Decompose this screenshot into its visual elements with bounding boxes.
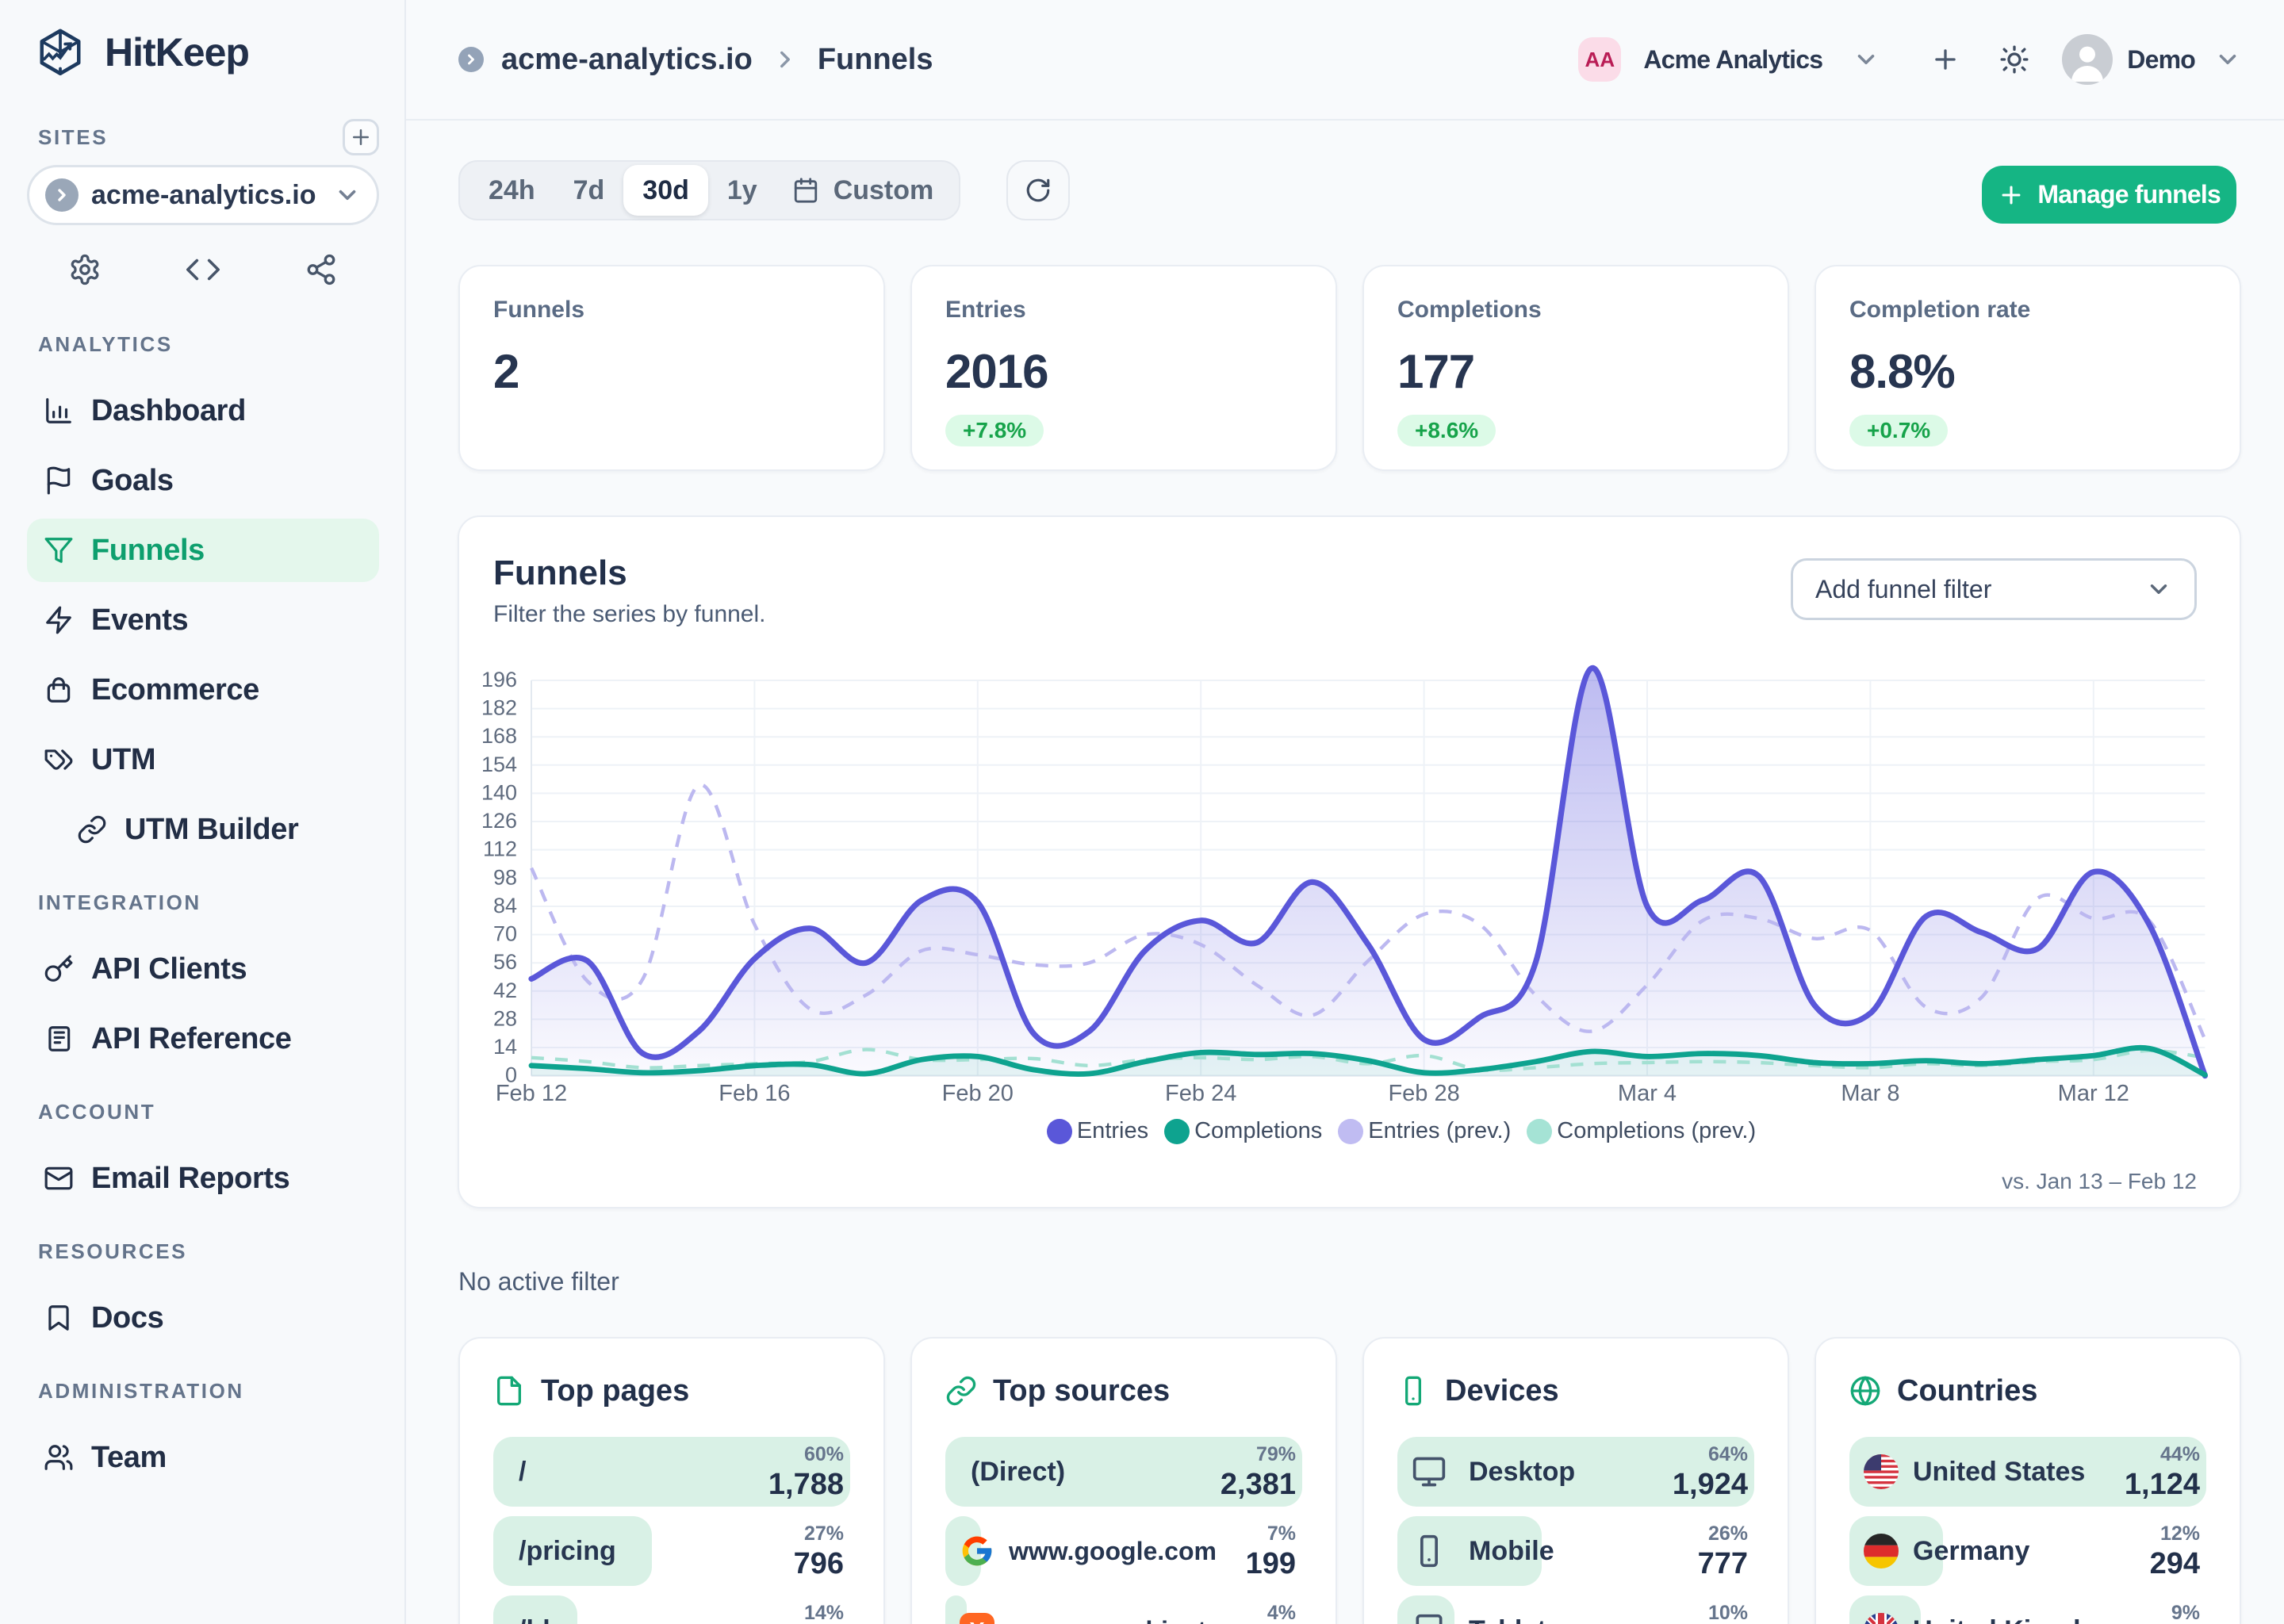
svg-text:Feb 12: Feb 12 <box>496 1081 567 1106</box>
svg-text:70: 70 <box>493 922 517 946</box>
svg-text:126: 126 <box>481 809 517 833</box>
svg-text:182: 182 <box>481 696 517 720</box>
svg-text:140: 140 <box>481 780 517 804</box>
svg-text:0: 0 <box>505 1063 517 1087</box>
svg-text:84: 84 <box>493 894 517 917</box>
svg-text:154: 154 <box>481 753 517 776</box>
svg-text:Feb 16: Feb 16 <box>719 1081 790 1106</box>
svg-text:168: 168 <box>481 724 517 748</box>
svg-text:Mar 4: Mar 4 <box>1618 1081 1677 1106</box>
svg-text:56: 56 <box>493 950 517 974</box>
svg-text:Mar 8: Mar 8 <box>1841 1081 1899 1106</box>
svg-text:Feb 24: Feb 24 <box>1165 1081 1236 1106</box>
svg-text:28: 28 <box>493 1006 517 1030</box>
svg-text:112: 112 <box>483 837 517 861</box>
svg-text:42: 42 <box>493 979 517 1002</box>
svg-text:14: 14 <box>493 1035 517 1059</box>
svg-text:196: 196 <box>481 668 517 691</box>
svg-text:Mar 12: Mar 12 <box>2058 1081 2129 1106</box>
svg-text:Feb 20: Feb 20 <box>942 1081 1014 1106</box>
svg-text:Feb 28: Feb 28 <box>1388 1081 1459 1106</box>
svg-text:98: 98 <box>493 865 517 889</box>
